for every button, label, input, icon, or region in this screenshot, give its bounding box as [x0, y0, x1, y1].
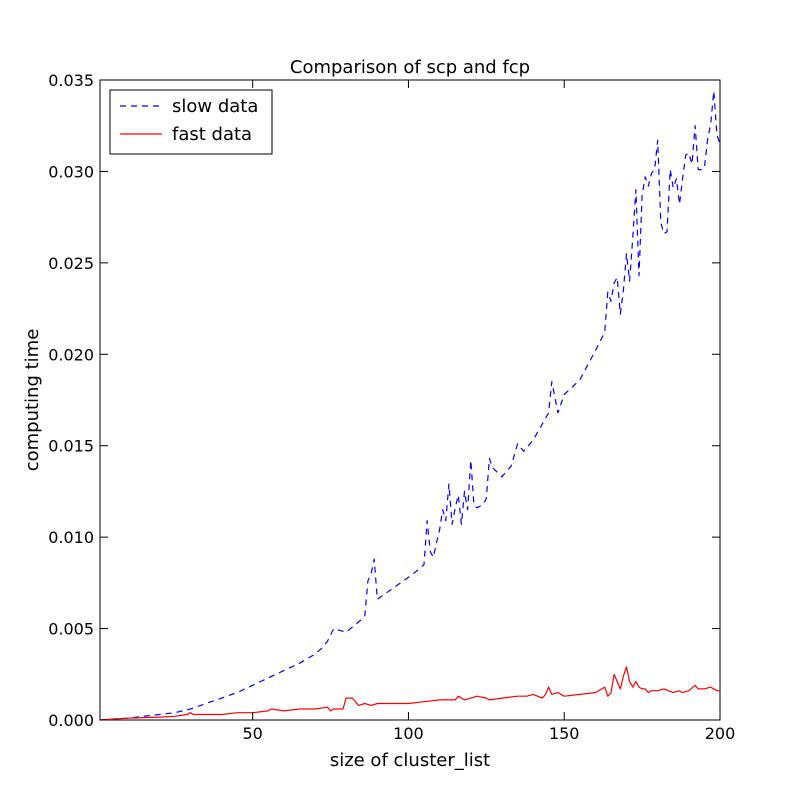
y-tick-label: 0.035: [48, 71, 94, 90]
y-tick-label: 0.025: [48, 254, 94, 273]
y-tick-label: 0.020: [48, 345, 94, 364]
y-tick-label: 0.015: [48, 437, 94, 456]
x-tick-label: 200: [705, 724, 736, 743]
x-tick-label: 100: [393, 724, 424, 743]
y-tick-label: 0.000: [48, 711, 94, 730]
y-tick-label: 0.030: [48, 162, 94, 181]
legend: slow data fast data: [109, 89, 273, 155]
legend-label-slow-data: slow data: [172, 96, 258, 117]
x-axis-label: size of cluster_list: [330, 750, 490, 771]
x-tick-label: 150: [549, 724, 580, 743]
y-tick-label: 0.010: [48, 528, 94, 547]
legend-box: [109, 89, 273, 155]
plot-area: [99, 79, 721, 721]
y-tick-label: 0.005: [48, 620, 94, 639]
series-line-fast-data: [99, 666, 720, 721]
y-axis-label: computing time: [22, 329, 43, 472]
legend-label-fast-data: fast data: [172, 124, 252, 145]
x-tick-label: 50: [242, 724, 262, 743]
series-line-slow-data: [99, 90, 721, 721]
chart-title: Comparison of scp and fcp: [290, 57, 530, 78]
series-layer: [99, 90, 721, 721]
tick-layer: 50 100 150 200 0.000 0.005 0.010 0.015 0.020 0.02…: [48, 71, 735, 743]
